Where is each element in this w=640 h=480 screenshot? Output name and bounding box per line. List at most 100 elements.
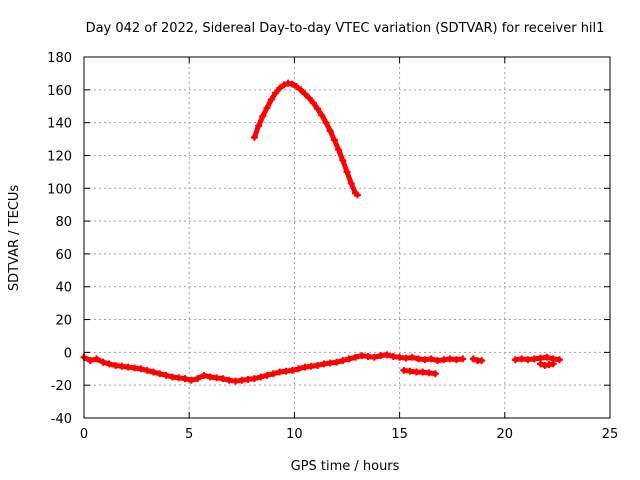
data-point [332, 358, 340, 366]
data-point [301, 90, 309, 98]
data-point [396, 353, 404, 361]
data-point [263, 104, 271, 112]
data-point [412, 368, 420, 376]
data-point [330, 136, 338, 144]
data-point [377, 352, 385, 360]
data-point [446, 355, 454, 363]
series-segment-dip [400, 366, 439, 378]
data-point [309, 99, 317, 107]
data-point [200, 371, 208, 379]
data-point [105, 360, 113, 368]
data-point [86, 357, 94, 365]
data-point [326, 127, 334, 135]
data-point [478, 357, 486, 365]
data-point [459, 355, 467, 363]
data-point [149, 368, 157, 376]
data-point [194, 375, 202, 383]
y-tick-label: 80 [55, 215, 72, 230]
data-point [137, 365, 145, 373]
data-point [156, 370, 164, 378]
data-point [326, 359, 334, 367]
y-tick-label: 160 [47, 84, 72, 99]
data-point [93, 355, 101, 363]
data-point [364, 352, 372, 360]
data-point [130, 364, 138, 372]
data-point [314, 105, 322, 113]
data-point [530, 355, 538, 363]
data-point [238, 376, 246, 384]
data-point [280, 81, 288, 89]
data-point [162, 371, 170, 379]
data-point [263, 371, 271, 379]
data-point [421, 356, 429, 364]
y-tick-label: 20 [55, 314, 72, 329]
y-tick-label: 60 [55, 248, 72, 263]
plot-frame [83, 56, 611, 419]
series-baseline-main [80, 351, 467, 385]
data-point [282, 367, 290, 375]
series-segment-18-19 [469, 355, 486, 365]
data-point [389, 352, 397, 360]
data-point [295, 365, 303, 373]
data-point [347, 179, 355, 187]
data-point [343, 168, 351, 176]
data-point [143, 366, 151, 374]
data-point [524, 356, 532, 364]
data-point [339, 156, 347, 164]
data-point [244, 375, 252, 383]
data-point [549, 360, 557, 368]
data-point [288, 80, 296, 88]
data-point [276, 84, 284, 92]
data-point [402, 354, 410, 362]
data-point [518, 355, 526, 363]
axis-ticks: 0 5 10 15 20 25 -40 -20 0 20 40 60 80 100 120 140 160 180 [47, 51, 618, 442]
data-point [269, 370, 277, 378]
data-point [433, 357, 441, 365]
data-point [181, 375, 189, 383]
series-segment-20-23 [511, 353, 564, 364]
data-point [400, 366, 408, 374]
series-segment-22-dip [537, 360, 557, 369]
x-tick-label: 20 [497, 427, 514, 442]
x-tick-label: 5 [185, 427, 193, 442]
data-point [231, 377, 239, 385]
data-point [206, 373, 214, 381]
data-point [351, 353, 359, 361]
series-arc-high [250, 79, 362, 199]
data-point [419, 368, 427, 376]
x-tick-label: 0 [80, 427, 88, 442]
y-tick-label: -20 [51, 379, 72, 394]
y-axis-label: SDTVAR / TECUs [7, 185, 22, 292]
grid [84, 57, 610, 418]
y-tick-label: 100 [47, 182, 72, 197]
y-tick-label: 120 [47, 149, 72, 164]
data-point [358, 352, 366, 360]
data-point [383, 351, 391, 359]
data-point [213, 374, 221, 382]
data-point [431, 370, 439, 378]
data-point [408, 353, 416, 361]
data-point [250, 375, 258, 383]
data-point [250, 133, 258, 141]
chart-title: Day 042 of 2022, Sidereal Day-to-day VTE… [86, 21, 605, 36]
data-point [318, 111, 326, 119]
data-point [345, 355, 353, 363]
data-point [257, 373, 265, 381]
y-tick-label: -40 [51, 412, 72, 427]
data-point [452, 356, 460, 364]
data-point [415, 355, 423, 363]
data-point [255, 122, 263, 130]
data-point [305, 94, 313, 102]
data-point [314, 361, 322, 369]
data-point [425, 369, 433, 377]
data-point [406, 367, 414, 375]
data-point [267, 96, 275, 104]
data-point [219, 375, 227, 383]
y-tick-label: 140 [47, 117, 72, 132]
data-point [112, 361, 120, 369]
data-point [259, 112, 267, 120]
data-point [99, 358, 107, 366]
y-tick-label: 180 [47, 51, 72, 66]
data-point [276, 368, 284, 376]
